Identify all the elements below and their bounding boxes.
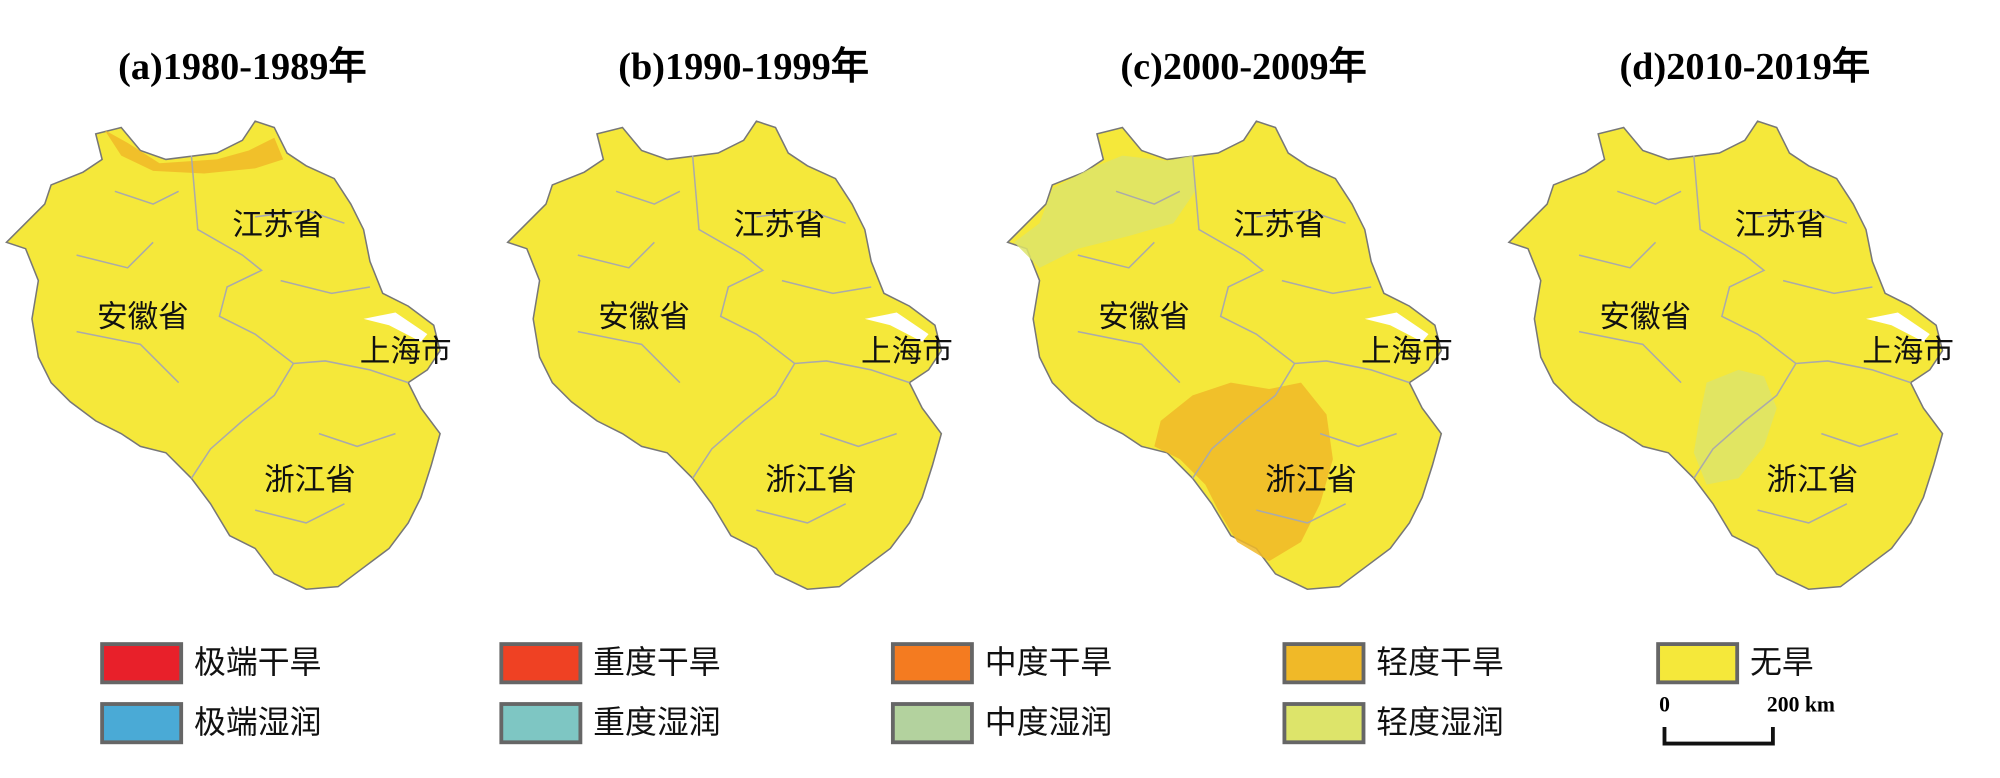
province-label: 浙江省 xyxy=(1767,463,1859,498)
province-label: 上海市 xyxy=(360,334,452,369)
drought-zone xyxy=(1154,382,1333,562)
river xyxy=(864,312,929,342)
legend-label: 极端干旱 xyxy=(194,643,322,681)
legend-swatch xyxy=(890,642,974,685)
province-label: 江苏省 xyxy=(1233,208,1325,243)
province-label: 浙江省 xyxy=(1265,463,1357,498)
scale-end: 200 km xyxy=(1767,693,1835,717)
legend-swatch xyxy=(1282,642,1366,685)
province-label: 安徽省 xyxy=(97,300,189,335)
scale-start: 0 xyxy=(1659,693,1670,717)
legend-swatch xyxy=(100,642,184,685)
panel-title: (b)1990-1999年 xyxy=(618,45,869,88)
legend-label: 中度干旱 xyxy=(985,643,1113,681)
panel-title: (c)2000-2009年 xyxy=(1120,45,1366,88)
river xyxy=(1866,312,1930,342)
province-label: 浙江省 xyxy=(765,463,857,498)
legend-label: 轻度干旱 xyxy=(1376,643,1504,681)
drought-zone xyxy=(1014,155,1196,268)
panel-title: (d)2010-2019年 xyxy=(1619,45,1870,88)
legend-label: 重度干旱 xyxy=(593,643,721,681)
province-label: 江苏省 xyxy=(232,208,324,243)
legend-label: 无旱 xyxy=(1750,643,1814,681)
province-label: 安徽省 xyxy=(1098,300,1190,335)
river xyxy=(363,312,428,342)
legend-label: 中度湿润 xyxy=(985,703,1113,741)
panel-title: (a)1980-1989年 xyxy=(118,45,367,88)
legend-label: 极端湿润 xyxy=(194,703,322,741)
province-label: 上海市 xyxy=(1361,334,1453,369)
legend-swatch xyxy=(1282,702,1366,745)
river xyxy=(1364,312,1429,342)
province-label: 安徽省 xyxy=(1599,300,1691,335)
legend-swatch xyxy=(499,642,583,685)
scale-bar xyxy=(1662,726,1775,746)
drought-zone xyxy=(1693,369,1777,485)
province-label: 浙江省 xyxy=(264,463,356,498)
legend-label: 轻度湿润 xyxy=(1376,703,1504,741)
drought-zone xyxy=(104,130,284,174)
legend-swatch xyxy=(890,702,974,745)
legend-swatch xyxy=(100,702,184,745)
province-label: 江苏省 xyxy=(1735,208,1827,243)
province-label: 江苏省 xyxy=(733,208,825,243)
province-label: 上海市 xyxy=(1862,334,1954,369)
legend-swatch xyxy=(1656,642,1740,685)
province-label: 上海市 xyxy=(861,334,953,369)
legend-label: 重度湿润 xyxy=(593,703,721,741)
legend-swatch xyxy=(499,702,583,745)
province-label: 安徽省 xyxy=(598,300,690,335)
